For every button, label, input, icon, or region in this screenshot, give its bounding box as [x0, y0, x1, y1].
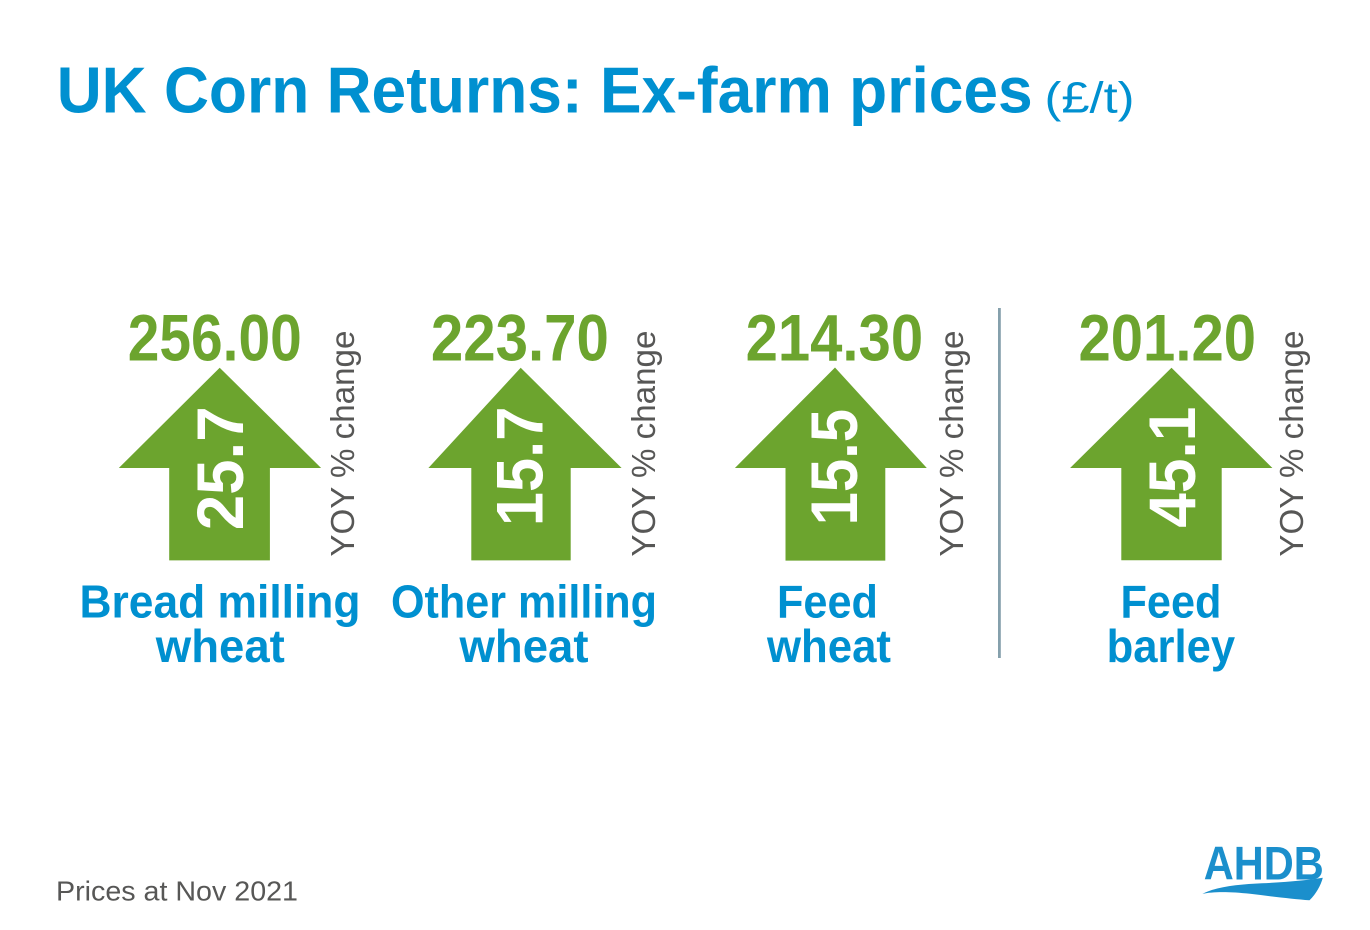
svg-text:(£/t): (£/t): [1045, 73, 1135, 122]
svg-text:Other milling: Other milling: [391, 575, 657, 627]
svg-text:wheat: wheat: [766, 620, 891, 672]
svg-text:25.7: 25.7: [183, 406, 257, 530]
svg-text:45.1: 45.1: [1135, 407, 1209, 528]
svg-text:Feed: Feed: [777, 575, 878, 627]
svg-text:YOY % change: YOY % change: [933, 331, 970, 557]
svg-text:barley: barley: [1107, 620, 1236, 672]
svg-text:YOY % change: YOY % change: [1273, 331, 1310, 557]
svg-text:201.20: 201.20: [1079, 300, 1257, 374]
svg-text:Prices at Nov 2021: Prices at Nov 2021: [56, 876, 298, 907]
svg-text:YOY % change: YOY % change: [625, 331, 662, 557]
svg-text:YOY % change: YOY % change: [324, 331, 361, 557]
svg-text:wheat: wheat: [155, 620, 285, 672]
svg-text:223.70: 223.70: [431, 300, 609, 374]
svg-text:wheat: wheat: [459, 620, 589, 672]
svg-text:Bread milling: Bread milling: [80, 575, 361, 627]
svg-text:UK Corn Returns: Ex-farm price: UK Corn Returns: Ex-farm prices: [57, 53, 1033, 126]
svg-text:214.30: 214.30: [746, 300, 924, 374]
svg-text:Feed: Feed: [1121, 575, 1222, 627]
svg-text:15.7: 15.7: [483, 407, 557, 526]
svg-text:15.5: 15.5: [797, 409, 871, 526]
svg-text:256.00: 256.00: [128, 300, 302, 374]
